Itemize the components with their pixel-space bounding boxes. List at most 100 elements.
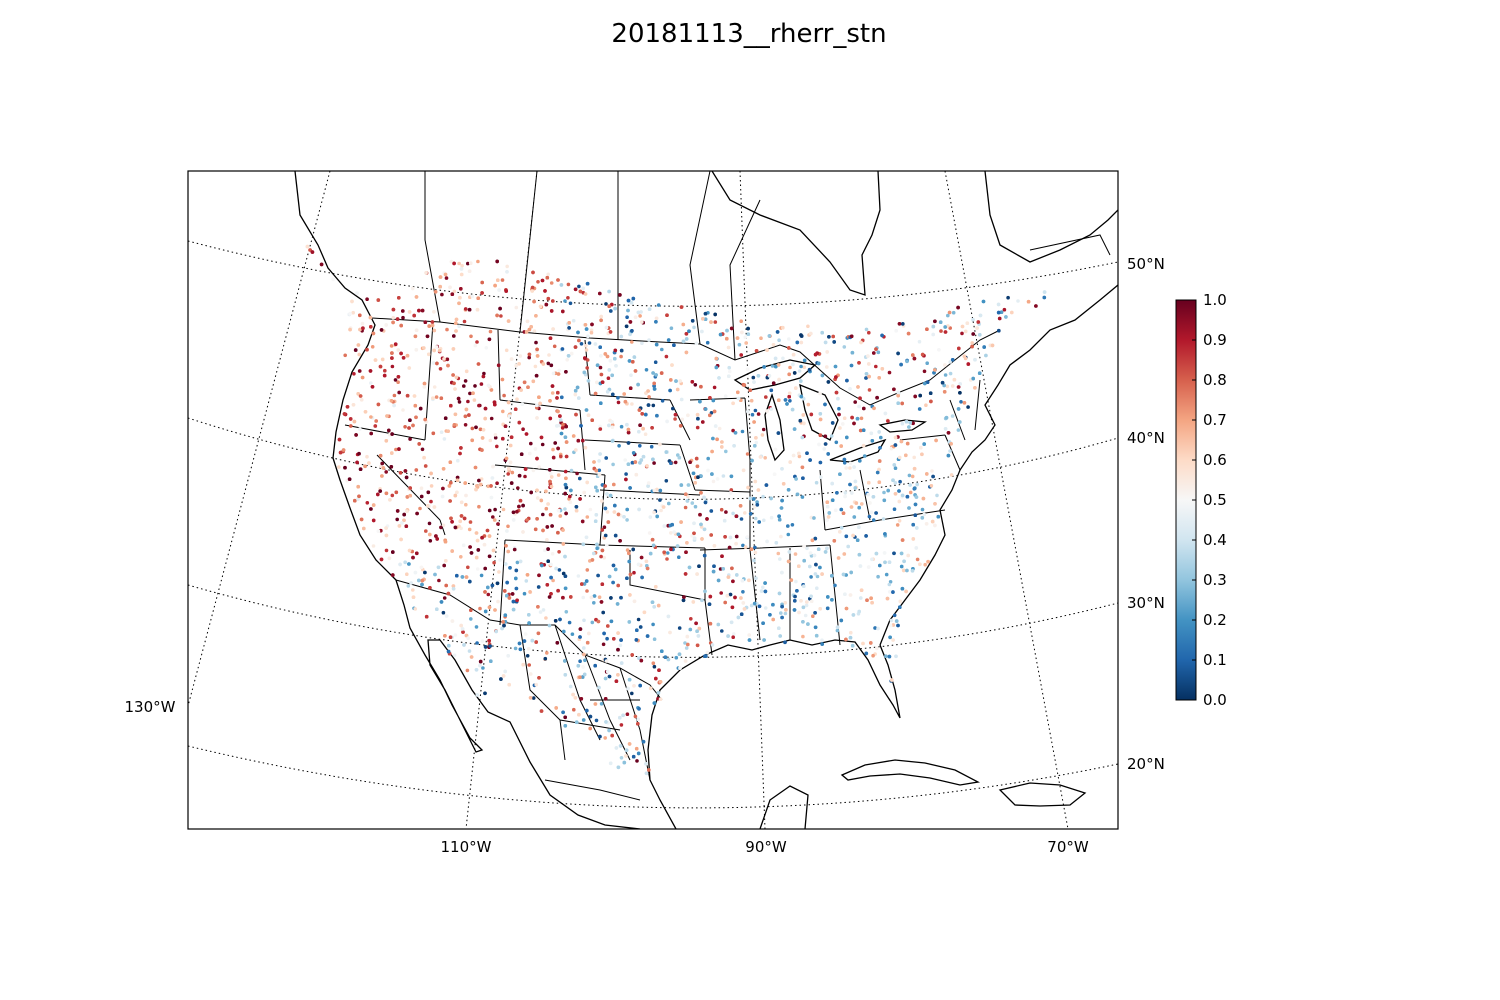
station-dot bbox=[512, 547, 517, 552]
station-dot bbox=[406, 584, 411, 588]
station-dot bbox=[907, 425, 911, 429]
station-dot bbox=[645, 634, 650, 638]
station-dot bbox=[411, 555, 415, 560]
station-dot bbox=[659, 508, 663, 513]
station-dot bbox=[516, 486, 520, 490]
station-dot bbox=[607, 289, 611, 294]
station-dot bbox=[644, 762, 648, 766]
station-dot bbox=[376, 298, 381, 302]
station-dot bbox=[479, 482, 483, 487]
station-dot bbox=[442, 563, 447, 568]
station-dot bbox=[733, 431, 738, 435]
station-dot bbox=[684, 332, 689, 336]
station-dot bbox=[414, 328, 419, 333]
station-dot bbox=[871, 653, 875, 658]
station-dot bbox=[412, 313, 417, 318]
station-dot bbox=[550, 391, 555, 395]
station-dot bbox=[843, 592, 847, 596]
station-dot bbox=[563, 574, 568, 578]
station-dot bbox=[737, 342, 742, 347]
station-dot bbox=[943, 373, 948, 377]
station-dot bbox=[603, 352, 608, 356]
station-dot bbox=[686, 642, 690, 647]
station-dot bbox=[568, 301, 573, 306]
station-dot bbox=[453, 633, 458, 637]
station-dot bbox=[464, 502, 468, 507]
station-dot bbox=[717, 426, 722, 431]
station-dot bbox=[825, 606, 830, 611]
station-dot bbox=[541, 528, 545, 533]
station-dot bbox=[464, 493, 468, 498]
station-dot bbox=[459, 446, 463, 450]
station-dot bbox=[535, 403, 539, 408]
station-dot bbox=[793, 599, 797, 603]
station-dot bbox=[808, 458, 812, 462]
station-dot bbox=[787, 372, 791, 377]
station-dot bbox=[730, 566, 734, 571]
station-dot bbox=[556, 508, 561, 513]
station-dot bbox=[511, 510, 516, 515]
station-dot bbox=[499, 314, 503, 318]
station-dot bbox=[745, 367, 750, 372]
station-dot bbox=[384, 323, 389, 327]
station-dot bbox=[646, 481, 651, 485]
station-dot bbox=[803, 613, 808, 618]
station-dot bbox=[734, 541, 738, 546]
station-dot bbox=[732, 444, 736, 448]
station-dot bbox=[371, 518, 376, 523]
station-dot bbox=[573, 345, 578, 349]
station-dot bbox=[862, 454, 867, 458]
station-dot bbox=[669, 461, 673, 466]
station-dot bbox=[597, 685, 601, 690]
station-dot bbox=[797, 454, 802, 459]
station-dot bbox=[453, 525, 458, 530]
station-dot bbox=[665, 419, 669, 424]
station-dot bbox=[726, 634, 730, 638]
station-dot bbox=[838, 530, 842, 534]
station-dot bbox=[483, 566, 488, 571]
station-dot bbox=[638, 423, 642, 428]
station-dot bbox=[741, 601, 746, 605]
station-dot bbox=[636, 382, 640, 387]
station-dot bbox=[599, 600, 604, 604]
station-dot bbox=[576, 574, 581, 578]
station-dot bbox=[419, 494, 424, 499]
station-dot bbox=[858, 396, 862, 401]
station-dot bbox=[654, 585, 658, 589]
station-dot bbox=[887, 582, 892, 587]
station-dot bbox=[607, 304, 611, 309]
station-dot bbox=[492, 518, 497, 522]
station-dot bbox=[699, 491, 703, 495]
station-dot bbox=[823, 340, 828, 345]
station-dot bbox=[654, 676, 658, 681]
station-dot bbox=[380, 357, 385, 362]
station-dot bbox=[714, 365, 719, 370]
station-dot bbox=[750, 412, 755, 417]
lake-michigan bbox=[764, 392, 785, 462]
station-dot bbox=[500, 377, 505, 382]
station-dot bbox=[852, 515, 857, 519]
station-dot bbox=[585, 708, 589, 713]
station-dot bbox=[625, 507, 629, 512]
station-dot bbox=[459, 267, 464, 271]
parallel-20n bbox=[188, 745, 1118, 809]
station-dot bbox=[396, 380, 400, 385]
station-dot bbox=[655, 413, 659, 418]
station-dot bbox=[783, 640, 787, 645]
station-dot bbox=[920, 516, 925, 520]
station-dot bbox=[818, 460, 823, 465]
station-dot bbox=[596, 573, 600, 578]
station-dot bbox=[506, 319, 511, 323]
station-dot bbox=[892, 463, 897, 467]
station-dot bbox=[946, 431, 951, 435]
station-dot bbox=[319, 262, 324, 267]
station-dot bbox=[391, 550, 395, 554]
station-dot bbox=[788, 365, 792, 370]
station-dot bbox=[349, 424, 353, 428]
station-dot bbox=[599, 702, 604, 706]
station-dot bbox=[703, 317, 708, 322]
station-dot bbox=[725, 593, 730, 598]
station-dot bbox=[558, 418, 563, 422]
station-dot bbox=[720, 554, 724, 558]
station-dot bbox=[739, 517, 744, 521]
